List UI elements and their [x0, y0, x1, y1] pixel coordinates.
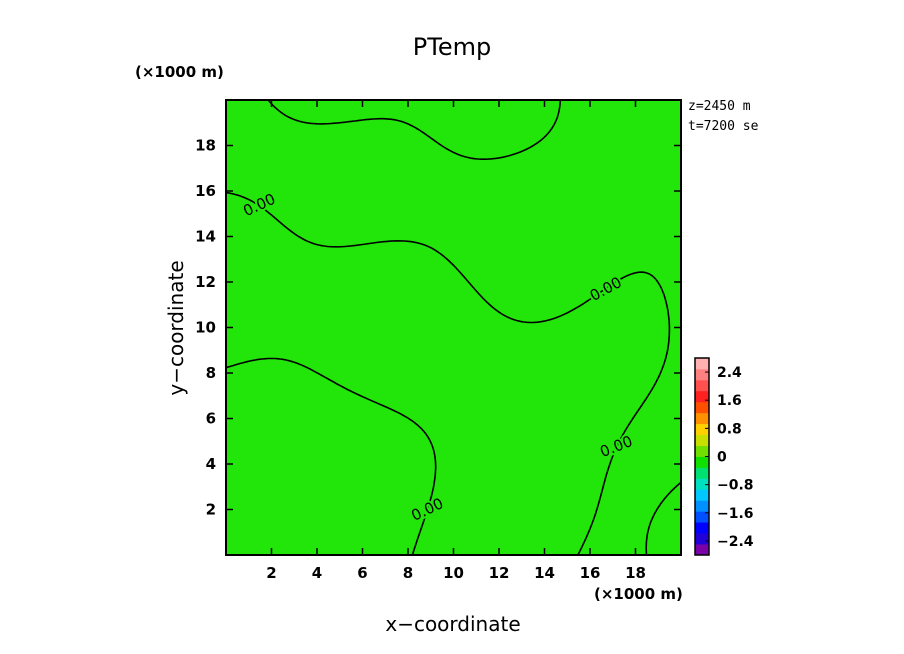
colorbar-segment: [695, 456, 709, 468]
colorbar-segment: [695, 533, 709, 545]
colorbar-segment: [695, 379, 709, 392]
x-tick-label: 12: [489, 564, 510, 582]
plot-field: [226, 100, 681, 555]
colorbar-tick-label: 0: [717, 450, 727, 466]
y-tick-label: 18: [195, 137, 216, 155]
colorbar-segment: [695, 467, 709, 479]
contour-zero-level: [225, 99, 682, 556]
x-tick-label: 10: [443, 564, 464, 582]
y-tick-label: 10: [195, 319, 216, 337]
colorbar-segment: [695, 368, 709, 381]
colorbar: 2.4 1.6 0.8 0 −0.8 −1.6 −2.4: [694, 357, 754, 556]
colorbar-segment: [695, 390, 709, 403]
y-unit-label: (×1000 m): [135, 63, 224, 81]
y-tick-label: 4: [206, 455, 216, 473]
colorbar-segment: [695, 423, 709, 436]
colorbar-tick-label: 2.4: [717, 365, 742, 381]
colorbar-segment: [695, 544, 709, 556]
y-tick-label: 2: [206, 501, 216, 519]
y-tick-label: 8: [206, 364, 216, 382]
x-tick-label: 4: [312, 564, 322, 582]
y-ticks: 2 4 6 8 10 12 14 16 18: [195, 137, 681, 519]
info-t: t=7200 se: [688, 119, 759, 134]
colorbar-segment: [695, 401, 709, 414]
colorbar-segment: [695, 445, 709, 457]
colorbar-tick-label: −0.8: [717, 478, 754, 494]
colorbar-segment: [695, 500, 709, 512]
x-tick-label: 6: [357, 564, 367, 582]
colorbar-tick-label: 0.8: [717, 421, 742, 437]
x-tick-label: 14: [534, 564, 555, 582]
x-unit-label: (×1000 m): [594, 585, 683, 603]
colorbar-tick-label: −1.6: [717, 506, 754, 522]
colorbar-segment: [695, 434, 709, 446]
chart-title: PTemp: [413, 33, 491, 61]
x-ticks: 2 4 6 8 10 12 14 16 18: [266, 100, 646, 582]
contour-lines: [225, 99, 682, 556]
colorbar-segment: [695, 511, 709, 523]
x-tick-label: 16: [580, 564, 601, 582]
y-tick-label: 16: [195, 182, 216, 200]
x-tick-label: 8: [403, 564, 413, 582]
y-tick-label: 6: [206, 410, 216, 428]
x-axis-label: x−coordinate: [385, 612, 520, 636]
colorbar-tick-label: −2.4: [717, 534, 754, 550]
colorbar-segment: [695, 412, 709, 425]
info-z: z=2450 m: [688, 99, 751, 114]
x-tick-label: 2: [266, 564, 276, 582]
x-tick-label: 18: [625, 564, 646, 582]
y-axis-label: y−coordinate: [164, 260, 188, 395]
y-tick-label: 12: [195, 273, 216, 291]
colorbar-segment: [695, 522, 709, 534]
colorbar-segment: [695, 358, 709, 370]
colorbar-segment: [695, 489, 709, 501]
y-tick-label: 14: [195, 228, 216, 246]
colorbar-segment: [695, 478, 709, 490]
colorbar-tick-label: 1.6: [717, 393, 742, 409]
